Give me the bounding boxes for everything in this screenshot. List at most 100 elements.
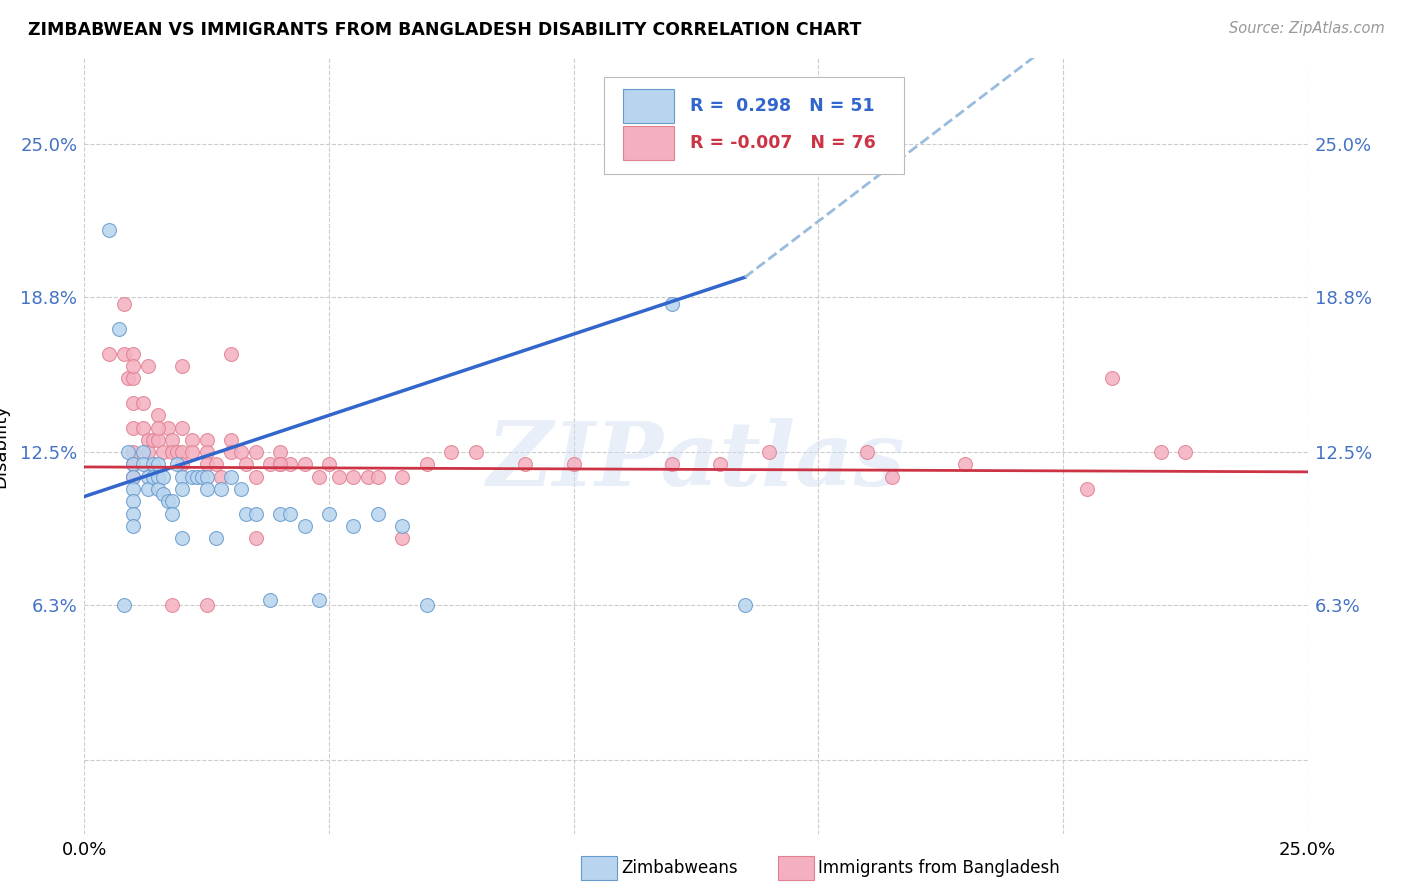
Point: [122, 458, 145, 472]
Point: [146, 482, 169, 496]
Point: [294, 458, 316, 472]
Point: [122, 420, 145, 434]
Point: [142, 433, 165, 447]
Point: [156, 494, 179, 508]
Point: [416, 598, 439, 612]
Point: [259, 458, 281, 472]
Point: [117, 371, 139, 385]
Point: [122, 458, 145, 472]
Point: [856, 445, 879, 459]
Point: [342, 519, 364, 533]
Point: [195, 445, 218, 459]
FancyBboxPatch shape: [623, 127, 673, 161]
Point: [219, 445, 242, 459]
Point: [122, 519, 145, 533]
Point: [1076, 482, 1098, 496]
Point: [328, 470, 350, 484]
Point: [122, 507, 145, 521]
Point: [112, 598, 135, 612]
Point: [235, 458, 257, 472]
Point: [136, 359, 159, 373]
Point: [146, 433, 169, 447]
Point: [758, 445, 780, 459]
Point: [440, 445, 463, 459]
Point: [294, 519, 316, 533]
Point: [136, 445, 159, 459]
Point: [152, 470, 174, 484]
Point: [122, 371, 145, 385]
Point: [152, 445, 174, 459]
Point: [162, 507, 184, 521]
Point: [117, 445, 139, 459]
Point: [464, 445, 486, 459]
Point: [142, 470, 165, 484]
Point: [132, 445, 155, 459]
Point: [205, 458, 228, 472]
Y-axis label: Disability: Disability: [0, 404, 8, 488]
Point: [229, 445, 252, 459]
Point: [245, 445, 267, 459]
Point: [122, 359, 145, 373]
Point: [709, 458, 731, 472]
Point: [172, 359, 194, 373]
Point: [391, 470, 413, 484]
Point: [122, 470, 145, 484]
Point: [1150, 445, 1173, 459]
Point: [195, 470, 218, 484]
Point: [122, 346, 145, 360]
Point: [172, 445, 194, 459]
Point: [195, 433, 218, 447]
Point: [122, 494, 145, 508]
Point: [205, 532, 228, 546]
Point: [235, 507, 257, 521]
Point: [162, 494, 184, 508]
Point: [142, 458, 165, 472]
Point: [107, 322, 129, 336]
Point: [661, 297, 683, 311]
Point: [367, 507, 389, 521]
Point: [146, 470, 169, 484]
Point: [953, 458, 976, 472]
Point: [1174, 445, 1197, 459]
Point: [269, 445, 291, 459]
Point: [132, 396, 155, 410]
Point: [278, 507, 301, 521]
Point: [880, 470, 903, 484]
Point: [136, 470, 159, 484]
Point: [166, 458, 188, 472]
Point: [367, 470, 389, 484]
Point: [219, 433, 242, 447]
Point: [136, 482, 159, 496]
Point: [181, 470, 204, 484]
Point: [1101, 371, 1123, 385]
Point: [357, 470, 380, 484]
Text: R =  0.298   N = 51: R = 0.298 N = 51: [690, 97, 875, 115]
FancyBboxPatch shape: [623, 89, 673, 123]
Point: [156, 420, 179, 434]
Point: [229, 482, 252, 496]
Text: ZIPatlas: ZIPatlas: [488, 418, 904, 505]
Point: [513, 458, 536, 472]
Point: [112, 297, 135, 311]
Point: [191, 470, 214, 484]
Point: [661, 458, 683, 472]
Point: [219, 470, 242, 484]
Point: [112, 346, 135, 360]
Text: Zimbabweans: Zimbabweans: [621, 859, 738, 877]
Point: [562, 458, 585, 472]
Point: [269, 458, 291, 472]
FancyBboxPatch shape: [605, 78, 904, 175]
Point: [146, 408, 169, 422]
Point: [219, 346, 242, 360]
Text: ZIMBABWEAN VS IMMIGRANTS FROM BANGLADESH DISABILITY CORRELATION CHART: ZIMBABWEAN VS IMMIGRANTS FROM BANGLADESH…: [28, 21, 862, 38]
Point: [259, 593, 281, 607]
Point: [269, 507, 291, 521]
Text: R = -0.007   N = 76: R = -0.007 N = 76: [690, 135, 876, 153]
Point: [308, 593, 330, 607]
Point: [181, 445, 204, 459]
Point: [391, 532, 413, 546]
Point: [172, 532, 194, 546]
Point: [245, 507, 267, 521]
Point: [132, 458, 155, 472]
Point: [195, 482, 218, 496]
